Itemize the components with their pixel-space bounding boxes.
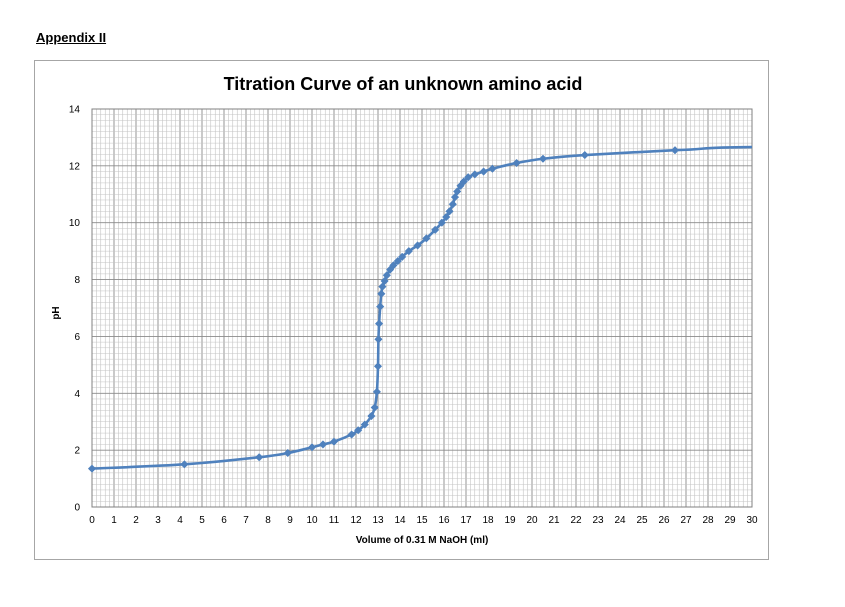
x-axis-ticks: 0 1 2 3 4 5 6 7 8 9 10 11 12 13 14 15 16 17 18 19 20 21 22 23 24… xyxy=(89,515,758,526)
chart-grid xyxy=(91,108,753,508)
data-point xyxy=(378,282,387,291)
x-tick-label: 20 xyxy=(526,515,538,526)
data-point xyxy=(512,158,521,168)
x-tick-label: 13 xyxy=(372,515,384,526)
x-tick-label: 9 xyxy=(287,515,293,526)
data-point xyxy=(374,319,384,328)
y-tick-label: 14 xyxy=(69,105,81,116)
x-tick-label: 29 xyxy=(724,515,736,526)
x-tick-label: 15 xyxy=(416,515,428,526)
data-point xyxy=(367,411,376,421)
x-tick-label: 2 xyxy=(133,515,139,526)
y-tick-label: 8 xyxy=(74,275,80,286)
y-tick-label: 4 xyxy=(74,389,80,400)
x-tick-label: 21 xyxy=(548,515,560,526)
data-point xyxy=(374,335,383,344)
data-point xyxy=(180,460,189,469)
data-point xyxy=(464,173,473,182)
y-tick-label: 6 xyxy=(74,332,80,343)
x-tick-label: 7 xyxy=(243,515,249,526)
titration-chart: Titration Curve of an unknown amino acid… xyxy=(51,74,758,546)
x-tick-label: 19 xyxy=(504,515,516,526)
data-point xyxy=(354,426,363,435)
plot-area-border xyxy=(91,108,753,508)
chart-frame: Titration Curve of an unknown amino acid… xyxy=(34,60,769,560)
data-point xyxy=(307,443,317,452)
x-tick-label: 24 xyxy=(614,515,626,526)
appendix-heading: Appendix II xyxy=(36,30,107,45)
data-point xyxy=(445,207,454,216)
data-point xyxy=(329,437,339,446)
y-axis-label: pH xyxy=(51,306,62,319)
chart-title: Titration Curve of an unknown amino acid xyxy=(224,74,583,94)
x-tick-label: 11 xyxy=(329,515,340,526)
x-tick-label: 0 xyxy=(89,515,95,526)
x-tick-label: 14 xyxy=(394,515,406,526)
data-point xyxy=(398,252,407,261)
data-point xyxy=(670,146,680,155)
y-tick-label: 12 xyxy=(69,161,81,172)
data-point xyxy=(459,177,468,186)
x-tick-label: 16 xyxy=(438,515,450,526)
x-tick-label: 8 xyxy=(265,515,271,526)
data-point xyxy=(382,271,391,280)
data-point xyxy=(437,218,446,227)
data-point xyxy=(413,241,422,250)
data-point xyxy=(488,164,497,173)
x-tick-label: 30 xyxy=(746,515,758,526)
x-tick-label: 1 xyxy=(111,515,117,526)
x-tick-label: 5 xyxy=(199,515,205,526)
data-point xyxy=(318,440,328,449)
x-tick-label: 17 xyxy=(460,515,472,526)
data-point xyxy=(376,302,385,311)
x-axis-label: Volume of 0.31 M NaOH (ml) xyxy=(356,535,489,546)
y-tick-label: 0 xyxy=(74,503,80,514)
x-tick-label: 27 xyxy=(680,515,692,526)
data-point xyxy=(442,212,451,222)
x-tick-label: 25 xyxy=(636,515,648,526)
data-point xyxy=(538,154,548,163)
x-tick-label: 3 xyxy=(155,515,161,526)
data-point xyxy=(580,150,589,160)
data-point xyxy=(360,420,369,429)
data-point xyxy=(470,170,479,179)
data-point xyxy=(87,464,97,473)
data-point xyxy=(255,453,264,462)
x-tick-label: 22 xyxy=(570,515,582,526)
data-point xyxy=(377,289,386,298)
y-tick-label: 10 xyxy=(69,218,81,229)
data-point xyxy=(431,225,440,234)
data-point xyxy=(453,187,462,196)
data-point xyxy=(283,448,292,458)
data-point xyxy=(372,387,382,397)
data-point xyxy=(373,362,383,371)
data-point xyxy=(404,246,413,256)
x-tick-label: 4 xyxy=(177,515,183,526)
data-point xyxy=(479,167,488,176)
x-tick-label: 18 xyxy=(482,515,494,526)
x-tick-label: 6 xyxy=(221,515,227,526)
y-axis-ticks: 0 2 4 6 8 10 12 14 xyxy=(69,105,81,514)
data-point xyxy=(389,261,398,270)
data-series xyxy=(87,145,753,473)
y-tick-label: 2 xyxy=(74,446,80,457)
data-point xyxy=(393,256,402,266)
data-point xyxy=(448,200,457,209)
data-point xyxy=(422,234,431,243)
data-point xyxy=(347,430,356,439)
x-tick-label: 12 xyxy=(350,515,362,526)
x-tick-label: 26 xyxy=(658,515,670,526)
data-point xyxy=(370,403,379,412)
x-tick-label: 10 xyxy=(306,515,318,526)
x-tick-label: 23 xyxy=(592,515,604,526)
x-tick-label: 28 xyxy=(702,515,714,526)
